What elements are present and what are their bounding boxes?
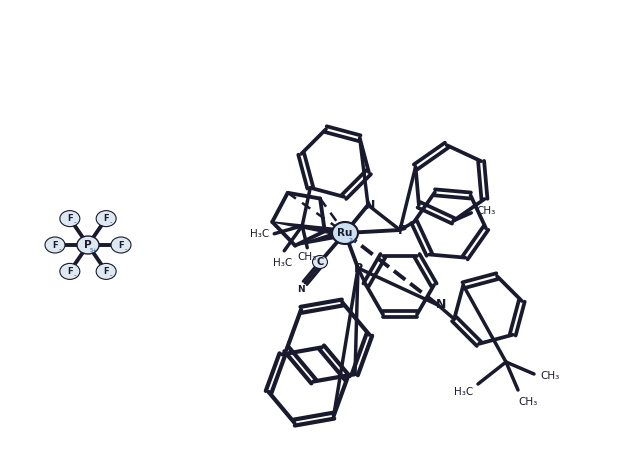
Text: -: - — [125, 246, 127, 252]
Polygon shape — [295, 230, 346, 245]
Text: CH₃: CH₃ — [298, 252, 317, 262]
Ellipse shape — [96, 211, 116, 227]
Ellipse shape — [332, 222, 358, 244]
Text: N: N — [436, 298, 446, 312]
Text: 2+: 2+ — [348, 237, 358, 243]
Text: H₃C: H₃C — [454, 387, 474, 397]
Text: N: N — [365, 198, 375, 212]
Text: -: - — [74, 219, 76, 226]
Ellipse shape — [96, 263, 116, 279]
Text: H₃C: H₃C — [250, 229, 269, 239]
Text: -: - — [110, 219, 113, 226]
Text: F: F — [103, 214, 109, 223]
Text: P: P — [397, 224, 406, 236]
Ellipse shape — [45, 237, 65, 253]
Ellipse shape — [60, 211, 80, 227]
Text: 5+: 5+ — [90, 248, 98, 252]
Ellipse shape — [111, 237, 131, 253]
Text: CH₃: CH₃ — [477, 206, 496, 216]
Text: -: - — [110, 273, 113, 278]
Text: H₃C: H₃C — [273, 258, 292, 268]
Text: F: F — [67, 214, 73, 223]
Text: F: F — [118, 241, 124, 250]
Text: Ru: Ru — [337, 228, 353, 238]
Ellipse shape — [312, 256, 328, 268]
Text: -: - — [74, 273, 76, 278]
Text: P: P — [84, 240, 92, 250]
Text: CH₃: CH₃ — [518, 397, 538, 407]
Text: C: C — [316, 257, 324, 267]
Ellipse shape — [77, 236, 99, 254]
Text: CH₃: CH₃ — [540, 371, 559, 381]
Text: N: N — [297, 285, 305, 295]
Text: F: F — [103, 267, 109, 276]
Text: F: F — [52, 241, 58, 250]
Polygon shape — [272, 222, 346, 236]
Ellipse shape — [60, 263, 80, 279]
Text: F: F — [67, 267, 73, 276]
Text: -: - — [59, 246, 61, 252]
Text: P: P — [353, 263, 363, 275]
